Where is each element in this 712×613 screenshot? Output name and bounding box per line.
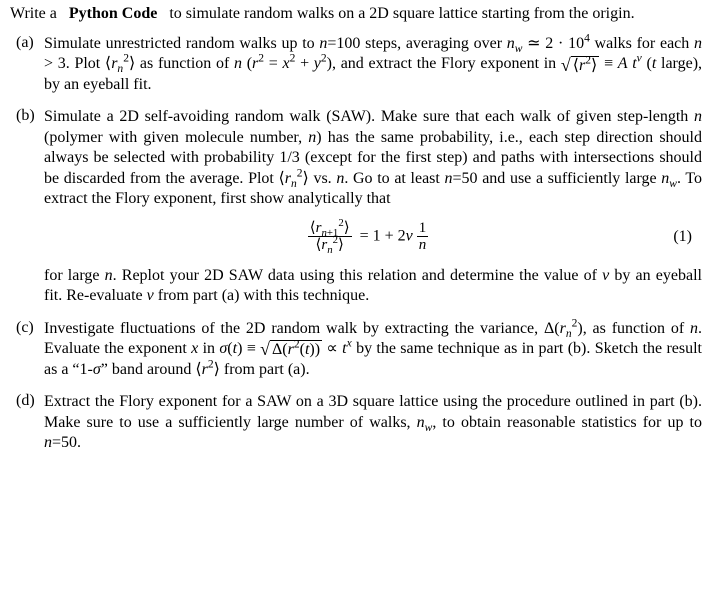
equation-1-rhs-num: 1 bbox=[417, 220, 429, 238]
equation-1-number: (1) bbox=[428, 227, 702, 247]
item-b-after: for large n. Replot your 2D SAW data usi… bbox=[44, 266, 702, 307]
equation-1-lhs-num: ⟨rn+12⟩ bbox=[308, 220, 352, 238]
item-c: (c) Investigate fluctuations of the 2D r… bbox=[10, 319, 702, 380]
equation-1-rhs-den: n bbox=[417, 237, 429, 254]
item-d-body: Extract the Flory exponent for a SAW on … bbox=[44, 392, 702, 453]
item-d-label: (d) bbox=[10, 392, 44, 453]
equation-1-rhs-pre: = 1 + 2ν bbox=[360, 227, 413, 244]
intro-lang: Python Code bbox=[69, 5, 157, 22]
item-b: (b) Simulate a 2D self-avoiding random w… bbox=[10, 107, 702, 306]
item-b-label: (b) bbox=[10, 107, 44, 306]
problem-page: Write a Python Code to simulate random w… bbox=[0, 0, 712, 470]
item-d: (d) Extract the Flory exponent for a SAW… bbox=[10, 392, 702, 453]
equation-1-lhs-frac: ⟨rn+12⟩ ⟨rn2⟩ bbox=[308, 220, 352, 254]
intro-post: to simulate random walks on a 2D square … bbox=[169, 5, 634, 22]
item-c-label: (c) bbox=[10, 319, 44, 380]
intro-paragraph: Write a Python Code to simulate random w… bbox=[10, 4, 702, 24]
equation-1: ⟨rn+12⟩ ⟨rn2⟩ = 1 + 2ν 1 n (1) bbox=[44, 220, 702, 254]
item-b-body: Simulate a 2D self-avoiding random walk … bbox=[44, 107, 702, 306]
item-a-body: Simulate unrestricted random walks up to… bbox=[44, 34, 702, 95]
item-c-body: Investigate fluctuations of the 2D rando… bbox=[44, 319, 702, 380]
equation-1-expression: ⟨rn+12⟩ ⟨rn2⟩ = 1 + 2ν 1 n bbox=[308, 220, 429, 254]
intro-pre: Write a bbox=[10, 5, 57, 22]
item-a: (a) Simulate unrestricted random walks u… bbox=[10, 34, 702, 95]
item-a-label: (a) bbox=[10, 34, 44, 95]
item-b-text: Simulate a 2D self-avoiding random walk … bbox=[44, 108, 702, 207]
equation-1-lhs-den: ⟨rn2⟩ bbox=[308, 237, 352, 254]
equation-1-rhs-frac: 1 n bbox=[417, 220, 429, 254]
